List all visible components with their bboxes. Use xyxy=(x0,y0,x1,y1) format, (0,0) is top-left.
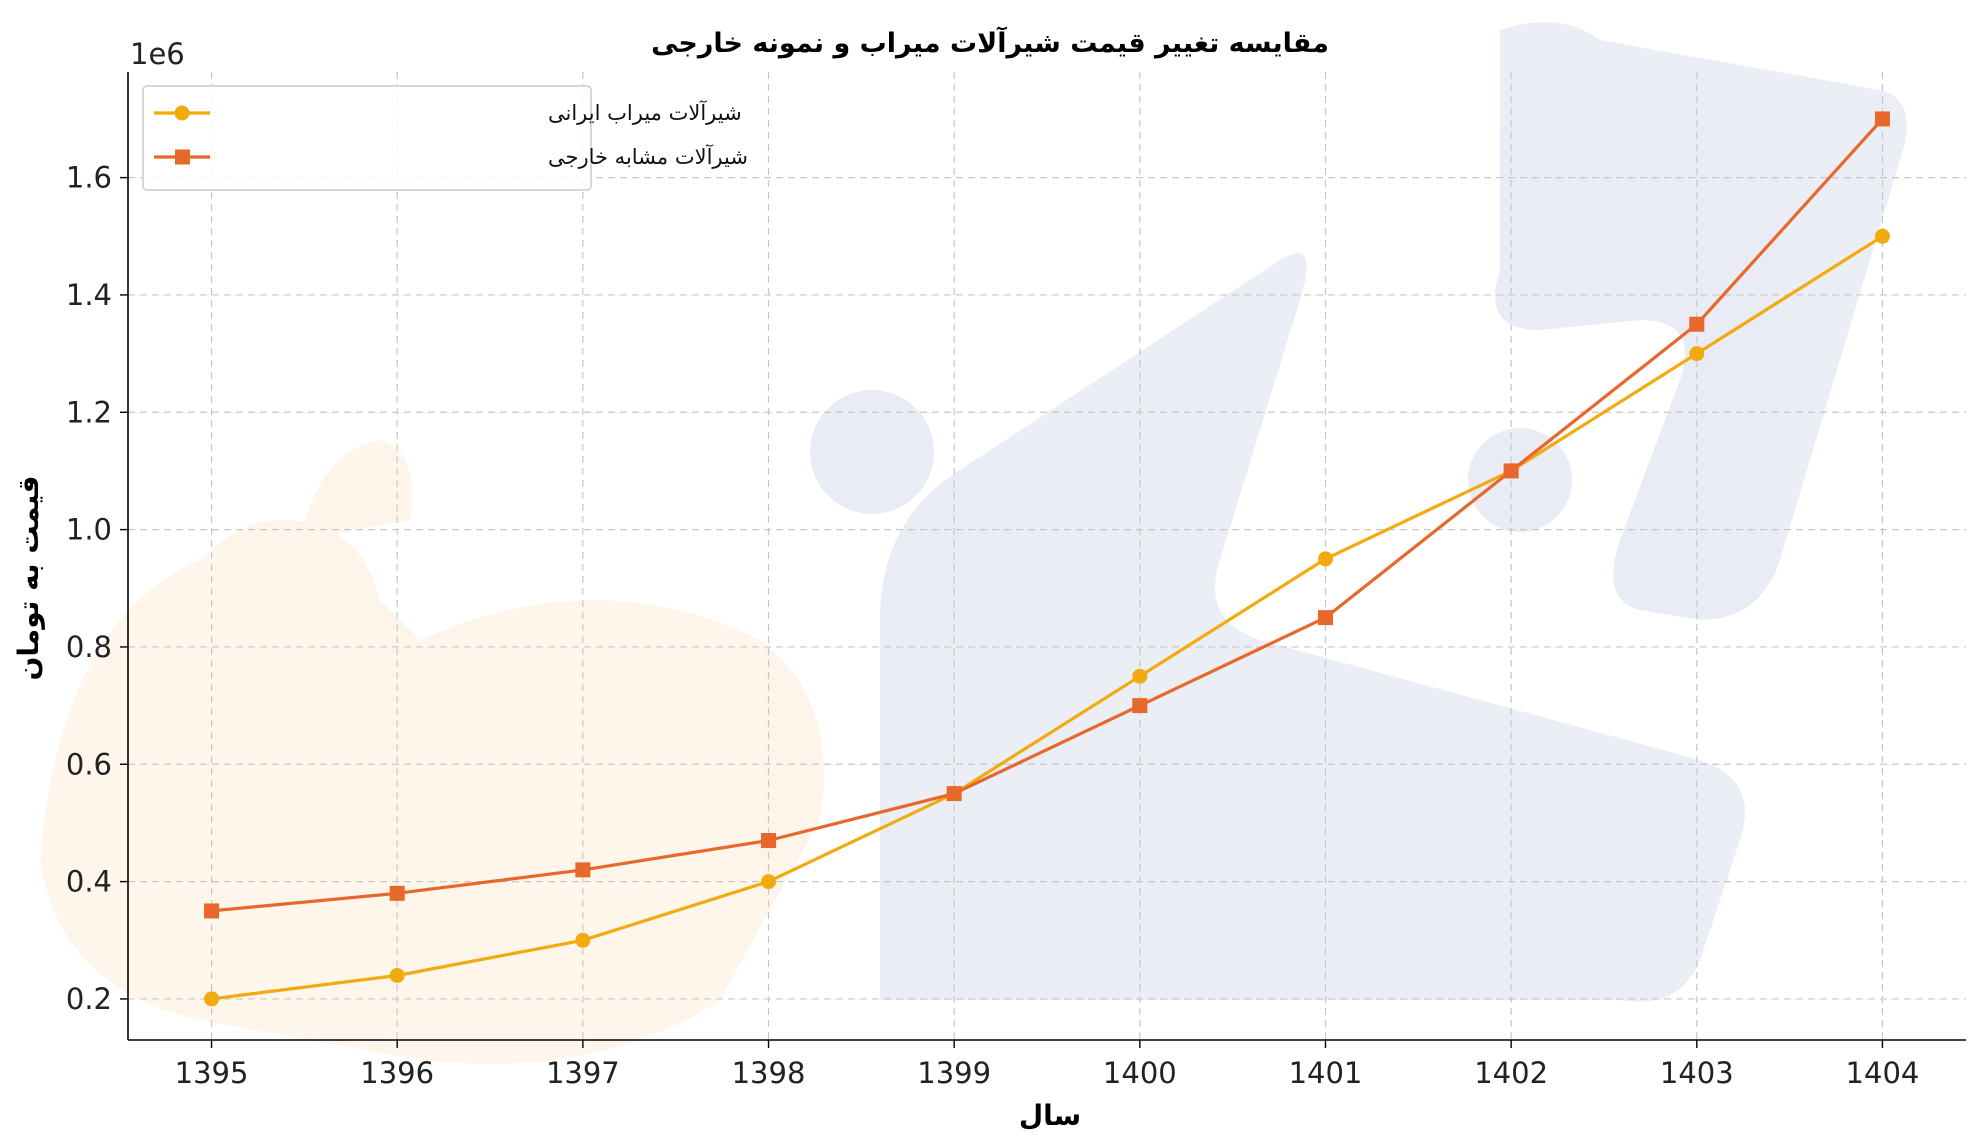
series-line-1 xyxy=(211,234,1884,1001)
data-point-marker xyxy=(946,786,962,802)
legend-entries: شیرآلات میراب ایرانی شیرآلات مشابه خارجی xyxy=(154,100,748,169)
axes xyxy=(127,72,1966,1041)
legend: شیرآلات میراب ایرانی شیرآلات مشابه خارجی xyxy=(142,85,748,191)
legend-label: شیرآلات مشابه خارجی xyxy=(548,144,748,169)
data-point-marker xyxy=(1132,698,1148,714)
data-point-marker xyxy=(761,874,777,890)
legend-marker xyxy=(175,149,190,165)
y-tick-label: 0.8 xyxy=(66,630,112,664)
data-point-marker xyxy=(389,885,405,901)
data-point-marker xyxy=(389,967,405,983)
data-point-marker xyxy=(1317,610,1333,626)
x-tick-label: 1400 xyxy=(1103,1056,1177,1090)
x-tick-label: 1402 xyxy=(1474,1056,1548,1090)
x-tick-label: 1399 xyxy=(917,1056,991,1090)
y-axis-ticks: 0.2 0.4 0.6 0.8 1.0 1.2 1.4 1.6 xyxy=(66,161,128,1016)
data-point-marker xyxy=(575,932,591,948)
x-tick-label: 1397 xyxy=(546,1056,620,1090)
data-point-marker xyxy=(1689,346,1705,362)
data-point-marker xyxy=(1874,228,1890,244)
legend-box xyxy=(142,85,592,191)
data-point-marker xyxy=(575,862,591,878)
x-tick-label: 1395 xyxy=(175,1056,249,1090)
series-markers xyxy=(204,111,1890,1007)
x-tick-label: 1401 xyxy=(1289,1056,1363,1090)
y-tick-label: 1.2 xyxy=(66,395,112,429)
y-tick-label: 1.6 xyxy=(66,161,112,195)
x-tick-label: 1404 xyxy=(1846,1056,1920,1090)
data-point-marker xyxy=(1874,111,1890,127)
y-tick-label: 0.2 xyxy=(66,982,112,1016)
data-point-marker xyxy=(204,991,220,1007)
y-axis-label: قیمت به تومان xyxy=(12,476,45,681)
data-point-marker xyxy=(204,903,220,919)
data-point-marker xyxy=(1132,668,1148,684)
legend-label: شیرآلات میراب ایرانی xyxy=(548,100,742,125)
x-tick-label: 1403 xyxy=(1660,1056,1734,1090)
chart-title: مقایسه تغییر قیمت شیرآلات میراب و نمونه … xyxy=(651,26,1329,59)
data-point-marker xyxy=(1317,551,1333,567)
series-lines xyxy=(211,117,1884,1001)
y-tick-label: 0.6 xyxy=(66,747,112,781)
series-line-2 xyxy=(211,117,1884,913)
x-axis-ticks: 1395 1396 1397 1398 1399 1400 1401 1402 1403 1404 xyxy=(175,1040,1920,1090)
y-tick-label: 0.4 xyxy=(66,865,112,899)
x-tick-label: 1398 xyxy=(732,1056,806,1090)
x-axis-label: سال xyxy=(1019,1099,1081,1132)
data-point-marker xyxy=(761,833,777,849)
y-tick-label: 1.0 xyxy=(66,513,112,547)
x-tick-label: 1396 xyxy=(360,1056,434,1090)
data-point-marker xyxy=(1503,463,1519,479)
y-tick-label: 1.4 xyxy=(66,278,112,312)
legend-marker xyxy=(174,105,190,121)
y-offset-label: 1e6 xyxy=(130,37,185,71)
data-point-marker xyxy=(1689,316,1705,332)
